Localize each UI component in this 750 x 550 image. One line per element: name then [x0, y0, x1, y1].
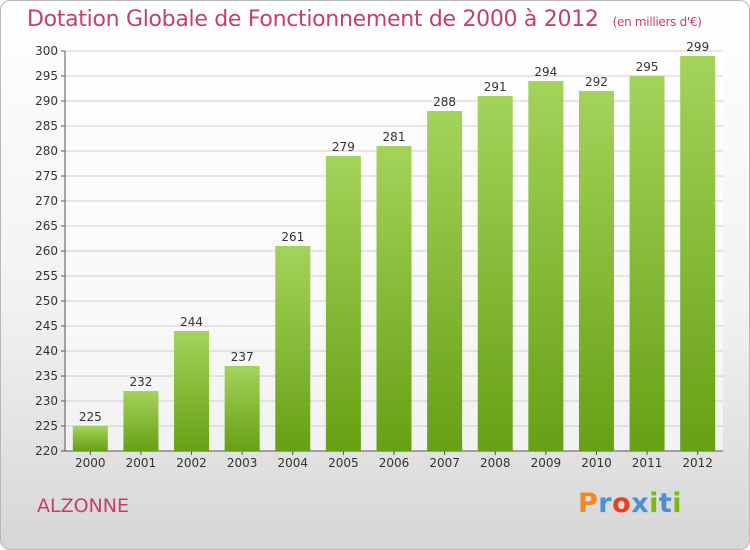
logo-letter: t	[658, 488, 673, 519]
bar	[376, 146, 412, 451]
y-tick-label: 285	[35, 119, 58, 133]
x-tick-label: 2010	[581, 456, 612, 470]
x-tick-label: 2001	[126, 456, 157, 470]
bar	[427, 111, 463, 451]
bar	[528, 81, 564, 451]
chart-title: Dotation Globale de Fonctionnement de 20…	[27, 7, 702, 32]
bar	[174, 331, 210, 451]
x-tick-label: 2000	[75, 456, 106, 470]
y-tick-label: 260	[35, 244, 58, 258]
x-tick-label: 2012	[682, 456, 713, 470]
city-name: ALZONNE	[37, 495, 129, 517]
x-tick-label: 2011	[632, 456, 663, 470]
y-tick-label: 220	[35, 444, 58, 458]
data-label: 294	[534, 65, 557, 79]
logo-letter: P	[578, 488, 599, 519]
x-tick-label: 2003	[227, 456, 258, 470]
bar	[680, 56, 716, 451]
x-tick-label: 2005	[328, 456, 359, 470]
bar	[275, 246, 311, 451]
logo-letter: x	[631, 488, 650, 519]
data-label: 288	[433, 95, 456, 109]
data-label: 281	[383, 130, 406, 144]
bar	[325, 156, 361, 451]
x-tick-label: 2008	[480, 456, 511, 470]
y-tick-label: 290	[35, 94, 58, 108]
bar	[72, 426, 108, 451]
data-label: 291	[484, 80, 507, 94]
y-tick-label: 270	[35, 194, 58, 208]
logo-letter: i	[672, 488, 683, 519]
x-tick-label: 2006	[379, 456, 410, 470]
y-tick-label: 275	[35, 169, 58, 183]
x-tick-label: 2007	[429, 456, 460, 470]
data-label: 225	[79, 410, 102, 424]
data-label: 295	[636, 60, 659, 74]
unit-note: (en milliers d'€)	[612, 15, 702, 29]
bar	[123, 391, 159, 451]
y-tick-label: 250	[35, 294, 58, 308]
y-tick-label: 300	[35, 44, 58, 58]
chart-title-text: Dotation Globale de Fonctionnement de 20…	[27, 7, 599, 32]
x-tick-label: 2009	[531, 456, 562, 470]
bar	[629, 76, 665, 451]
y-tick-label: 295	[35, 69, 58, 83]
y-tick-label: 255	[35, 269, 58, 283]
data-label: 299	[686, 40, 709, 54]
logo-letter: r	[598, 488, 613, 519]
data-label: 237	[231, 350, 254, 364]
y-tick-label: 225	[35, 419, 58, 433]
data-label: 244	[180, 315, 203, 329]
data-label: 279	[332, 140, 355, 154]
y-tick-label: 280	[35, 144, 58, 158]
y-tick-label: 265	[35, 219, 58, 233]
proxiti-logo: Proxiti	[578, 488, 682, 519]
logo-letter: o	[612, 488, 632, 519]
logo-letter: i	[649, 488, 659, 519]
bar	[477, 96, 513, 451]
y-tick-label: 230	[35, 394, 58, 408]
y-tick-label: 240	[35, 344, 58, 358]
data-label: 232	[129, 375, 152, 389]
x-tick-label: 2004	[277, 456, 308, 470]
y-tick-label: 235	[35, 369, 58, 383]
bar	[578, 91, 614, 451]
data-label: 292	[585, 75, 608, 89]
y-tick-label: 245	[35, 319, 58, 333]
bar	[224, 366, 260, 451]
data-label: 261	[281, 230, 304, 244]
x-tick-label: 2002	[176, 456, 207, 470]
